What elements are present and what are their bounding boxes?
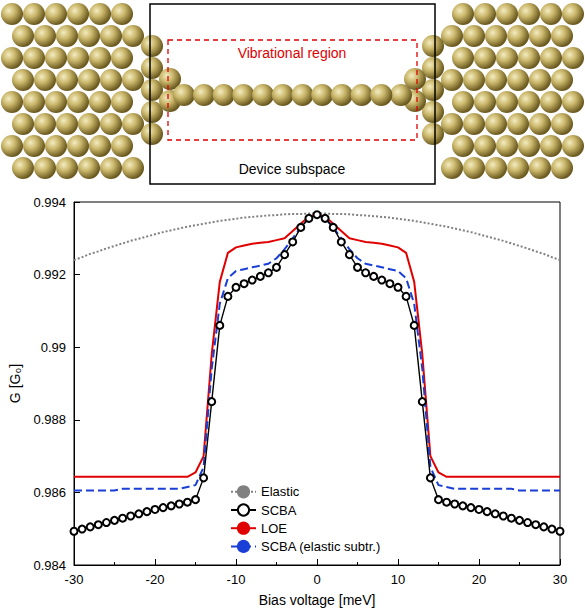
svg-text:SCBA: SCBA — [261, 503, 297, 518]
svg-text:0.99: 0.99 — [41, 340, 66, 355]
svg-text:30: 30 — [553, 572, 567, 587]
svg-text:LOE: LOE — [261, 521, 287, 536]
svg-text:-20: -20 — [146, 572, 165, 587]
svg-text:0.994: 0.994 — [33, 195, 66, 210]
svg-text:Vibrational region: Vibrational region — [238, 45, 347, 61]
svg-text:0.984: 0.984 — [33, 558, 66, 573]
svg-text:0.986: 0.986 — [33, 485, 66, 500]
svg-text:-30: -30 — [65, 572, 84, 587]
svg-text:10: 10 — [391, 572, 405, 587]
svg-text:0.988: 0.988 — [33, 412, 66, 427]
svg-text:-10: -10 — [227, 572, 246, 587]
svg-text:0: 0 — [313, 572, 320, 587]
svg-text:Elastic: Elastic — [261, 484, 300, 499]
svg-text:SCBA (elastic subtr.): SCBA (elastic subtr.) — [261, 539, 380, 554]
svg-text:Bias voltage [meV]: Bias voltage [meV] — [259, 592, 376, 608]
svg-text:20: 20 — [472, 572, 486, 587]
svg-text:G [G₀]: G [G₀] — [7, 364, 23, 403]
svg-text:Device subspace: Device subspace — [239, 161, 346, 177]
svg-text:0.992: 0.992 — [33, 267, 66, 282]
